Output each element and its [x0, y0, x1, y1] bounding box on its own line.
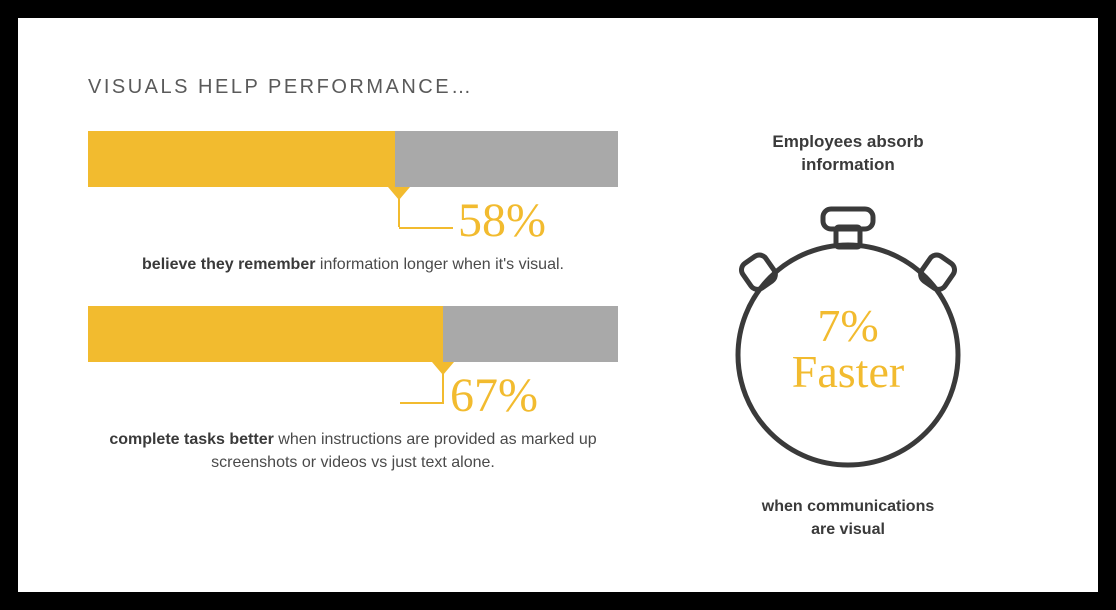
bar-fill-0 [88, 131, 395, 187]
right-foot-line2: are visual [811, 521, 885, 538]
bar-track-0 [88, 131, 618, 187]
bar-callout-0: 58% [88, 187, 618, 249]
page-title: VISUALS HELP PERFORMANCE… [88, 76, 1028, 99]
bar-caption-1: complete tasks better when instructions … [88, 428, 618, 474]
right-column: Employees absorb information [668, 131, 1028, 541]
bar-caption-bold-0: believe they remember [142, 256, 315, 273]
stopwatch-icon: 7% Faster [703, 187, 993, 477]
bar-caption-bold-1: complete tasks better [109, 431, 274, 448]
stopwatch-center: 7% Faster [703, 187, 993, 477]
right-head-line2: information [801, 155, 895, 174]
bar-caption-rest-0: information longer when it's visual. [315, 256, 564, 273]
bar-caption-0: believe they remember information longer… [88, 253, 618, 276]
bar-value-1: 67% [450, 368, 538, 423]
bar-callout-1: 67% [88, 362, 618, 424]
stopwatch-value-line2: Faster [792, 349, 904, 395]
bar-stem-1 [442, 362, 444, 402]
bar-value-0: 58% [458, 193, 546, 248]
bar-stem-0 [398, 187, 400, 227]
infographic-frame: VISUALS HELP PERFORMANCE… 58% believe th… [18, 18, 1098, 592]
bar-block-1: 67% complete tasks better when instructi… [88, 306, 618, 474]
bar-fill-1 [88, 306, 443, 362]
bar-baseline-0 [399, 227, 453, 229]
bar-baseline-1 [400, 402, 444, 404]
left-column: 58% believe they remember information lo… [88, 131, 618, 541]
right-footer: when communications are visual [762, 495, 934, 541]
bar-block-0: 58% believe they remember information lo… [88, 131, 618, 276]
right-head-line1: Employees absorb [772, 132, 923, 151]
right-foot-line1: when communications [762, 498, 934, 515]
stopwatch-value-line1: 7% [817, 303, 878, 349]
columns: 58% believe they remember information lo… [88, 131, 1028, 541]
right-heading: Employees absorb information [772, 131, 923, 177]
bar-track-1 [88, 306, 618, 362]
